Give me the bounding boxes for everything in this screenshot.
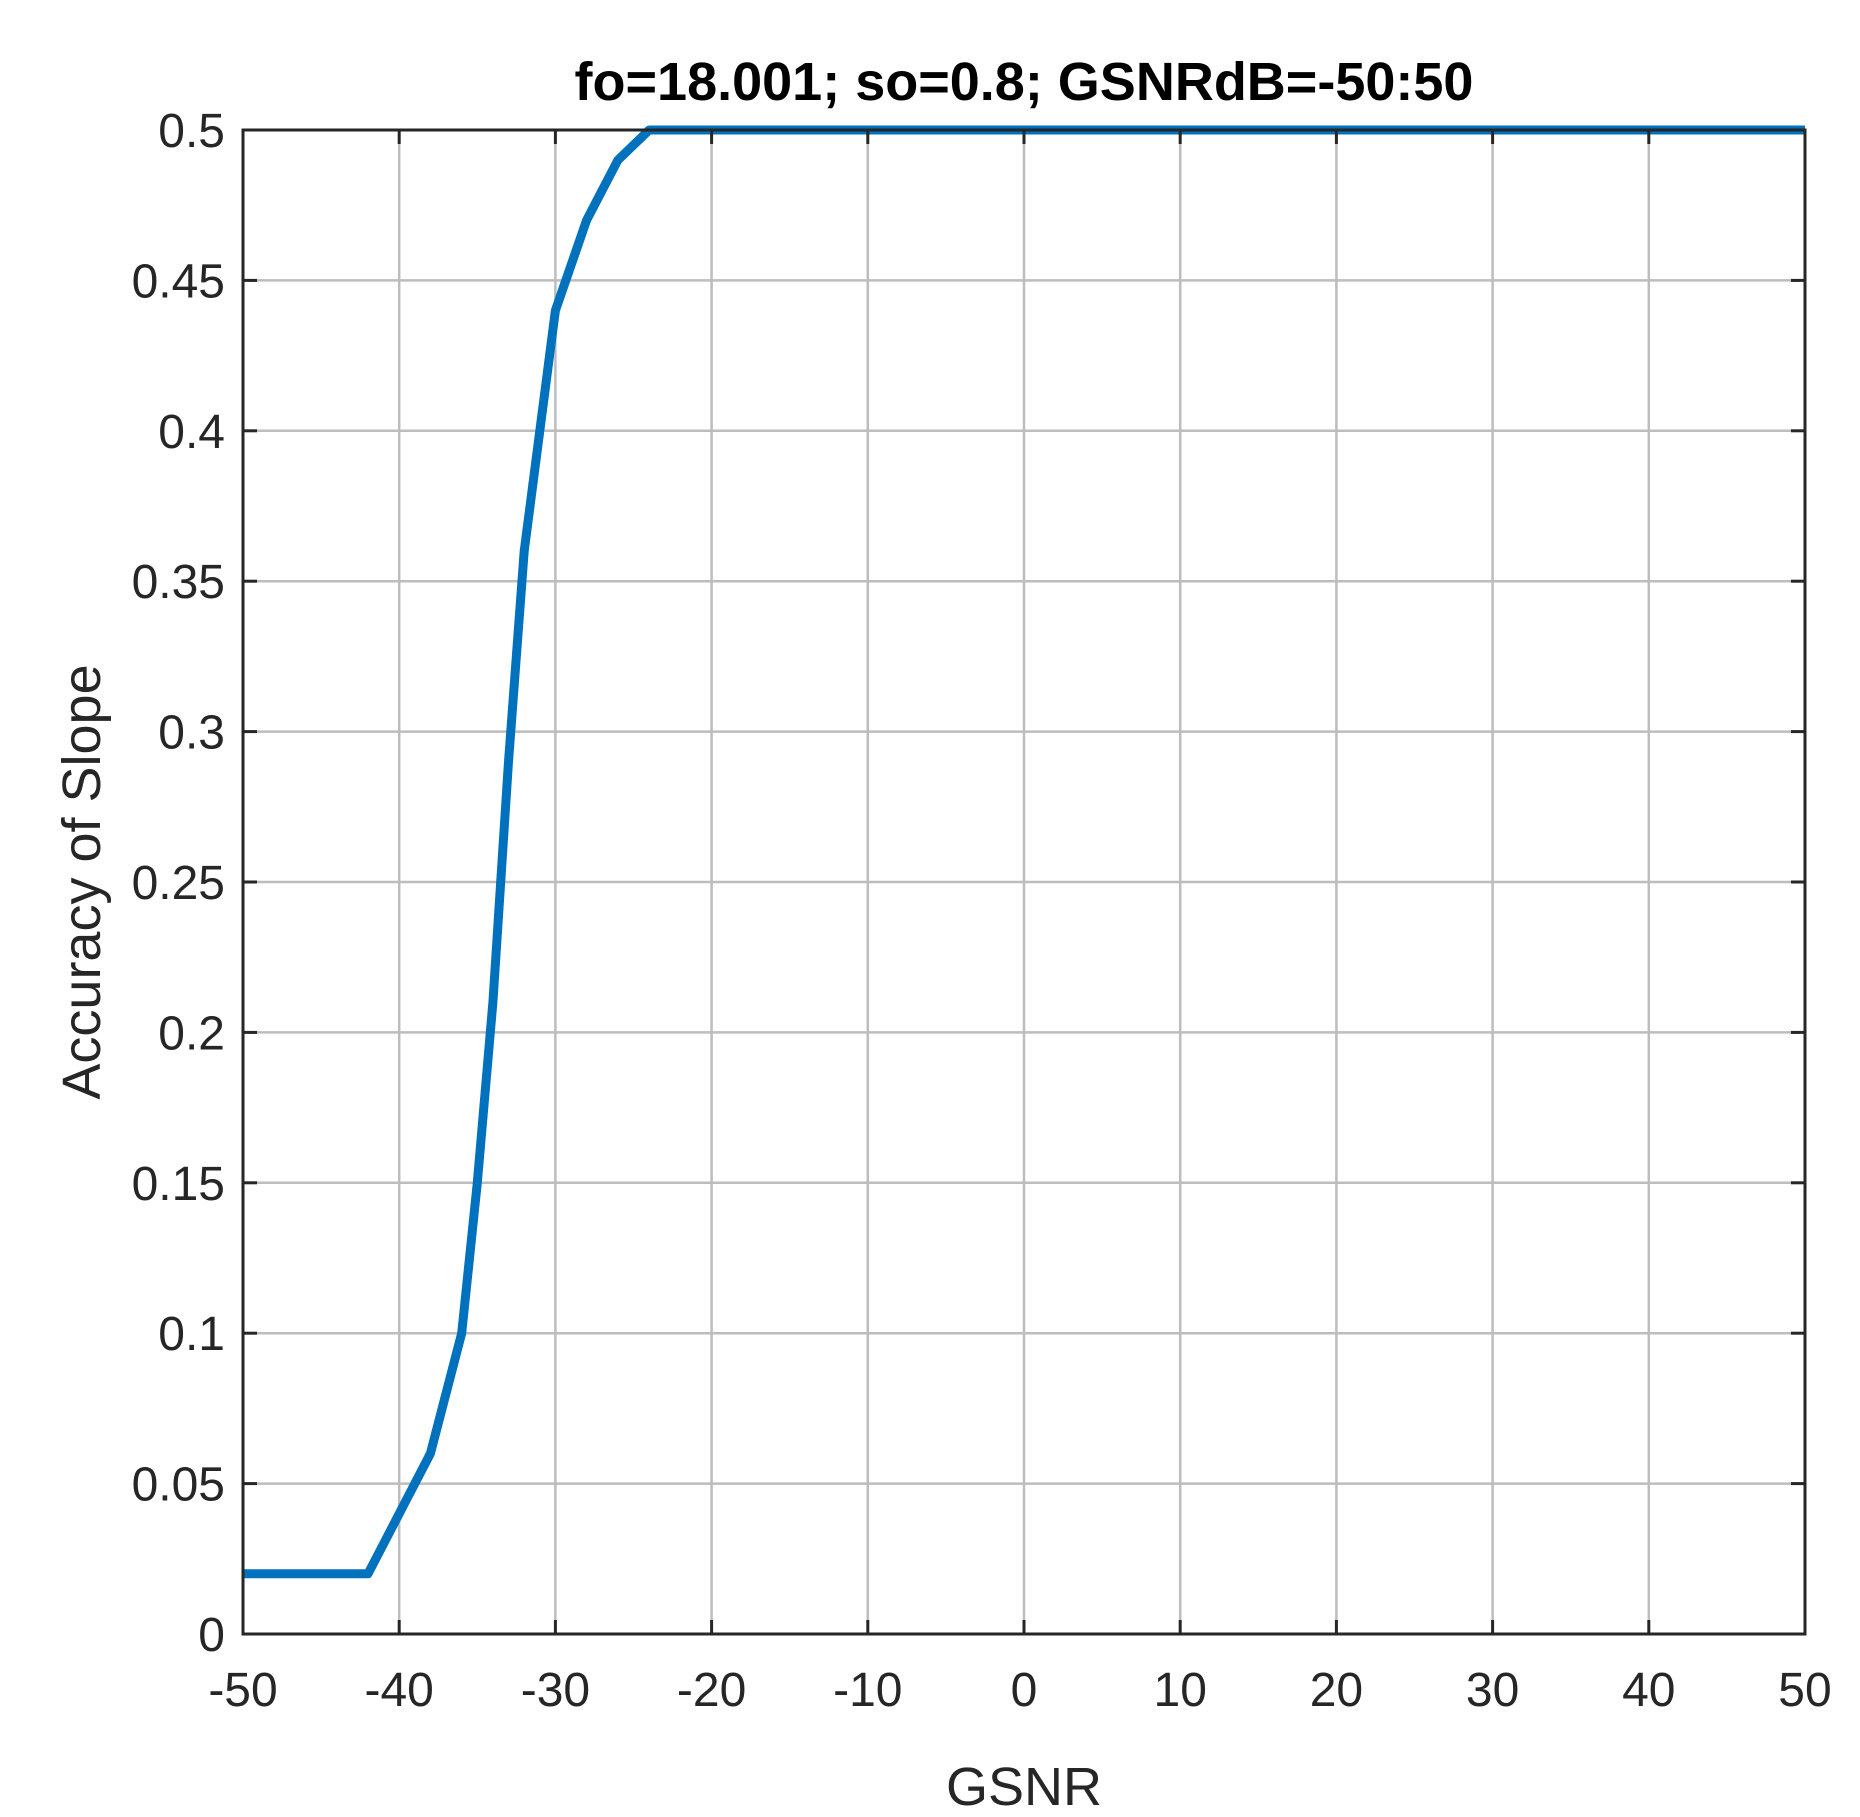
y-tick-label: 0.5 [158, 105, 225, 158]
y-axis-label: Accuracy of Slope [52, 664, 112, 1099]
tick-marks [241, 128, 1807, 1636]
y-tick-label: 0.1 [158, 1308, 225, 1361]
x-tick-label: 30 [1466, 1664, 1519, 1717]
x-tick-label: 20 [1310, 1664, 1363, 1717]
y-tick-label: 0.05 [132, 1459, 225, 1512]
y-tick-label: 0.45 [132, 255, 225, 308]
y-tick-label: 0.3 [158, 707, 225, 760]
x-tick-label: -40 [365, 1664, 434, 1717]
x-tick-labels: -50 -40 -30 -20 -10 0 10 20 30 40 50 [208, 1664, 1831, 1717]
chart-title: fo=18.001; so=0.8; GSNRdB=-50:50 [575, 52, 1474, 112]
x-tick-label: 40 [1622, 1664, 1675, 1717]
y-tick-label: 0 [198, 1609, 225, 1662]
x-tick-label: -20 [677, 1664, 746, 1717]
x-tick-label: 50 [1778, 1664, 1831, 1717]
y-tick-label: 0.35 [132, 556, 225, 609]
y-tick-label: 0.2 [158, 1007, 225, 1060]
y-tick-label: 0.15 [132, 1158, 225, 1211]
y-tick-label: 0.25 [132, 857, 225, 910]
x-tick-label: -10 [833, 1664, 902, 1717]
x-tick-label: -50 [208, 1664, 277, 1717]
x-axis-label: GSNR [946, 1757, 1102, 1817]
x-tick-label: 10 [1154, 1664, 1207, 1717]
y-tick-label: 0.4 [158, 406, 225, 459]
x-tick-label: -30 [521, 1664, 590, 1717]
x-tick-label: 0 [1011, 1664, 1038, 1717]
y-tick-labels: 0 0.05 0.1 0.15 0.2 0.25 0.3 0.35 0.4 0.45 0.5 [132, 105, 225, 1662]
